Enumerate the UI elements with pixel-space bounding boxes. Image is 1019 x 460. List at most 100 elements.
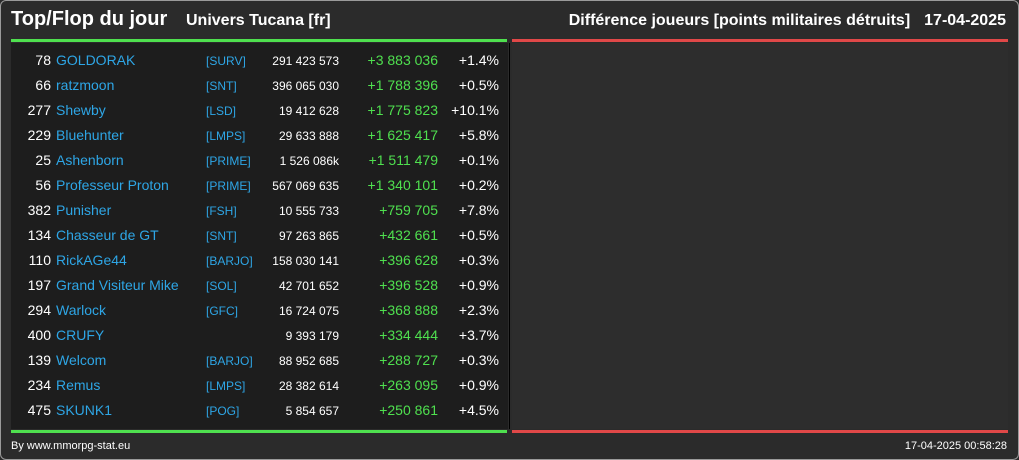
table-row: 234 Remus [LMPS] 28 382 614 +263 095 +0.9% [11, 373, 507, 398]
player-name-link[interactable]: Chasseur de GT [56, 227, 159, 243]
player-name-link[interactable]: Ashenborn [56, 152, 124, 168]
player-points: 16 724 075 [278, 304, 339, 318]
player-alliance-link[interactable]: [SNT] [206, 229, 237, 243]
table-row: 56 Professeur Proton [PRIME] 567 069 635 +1 … [11, 173, 507, 198]
player-name-link[interactable]: Warlock [56, 302, 107, 318]
percent-change: +7.8% [458, 202, 499, 218]
player-name-link[interactable]: Grand Visiteur Mike [56, 277, 179, 293]
player-rank: 139 [27, 352, 51, 368]
flop-separator-top [512, 39, 1008, 42]
player-rank: 56 [35, 177, 51, 193]
percent-change: +1.4% [458, 52, 499, 68]
table-row: 78 GOLDORAK [SURV] 291 423 573 +3 883 036 +1.… [11, 48, 507, 73]
player-name-link[interactable]: CRUFY [56, 327, 105, 343]
player-alliance-link[interactable]: [SOL] [206, 279, 237, 293]
points-difference: +1 340 101 [367, 177, 438, 193]
player-alliance-link[interactable]: [LMPS] [206, 129, 246, 143]
points-difference: +3 883 036 [367, 52, 438, 68]
player-rank: 294 [27, 302, 51, 318]
points-difference: +396 628 [379, 252, 438, 268]
player-points: 9 393 179 [285, 329, 339, 343]
points-difference: +263 095 [379, 377, 438, 393]
player-points: 1 526 086k [279, 154, 339, 168]
player-rank: 197 [27, 277, 51, 293]
points-difference: +432 661 [379, 227, 438, 243]
player-points: 5 854 657 [285, 404, 339, 418]
table-row: 25 Ashenborn [PRIME] 1 526 086k +1 511 479 +0… [11, 148, 507, 173]
points-difference: +396 528 [379, 277, 438, 293]
player-alliance-link[interactable]: [SNT] [206, 79, 237, 93]
points-difference: +759 705 [379, 202, 438, 218]
player-name-link[interactable]: Remus [56, 377, 101, 393]
table-row: 134 Chasseur de GT [SNT] 97 263 865 +432 661… [11, 223, 507, 248]
player-alliance-link[interactable]: [LSD] [206, 104, 237, 118]
player-rank: 400 [27, 327, 51, 343]
table-row: 197 Grand Visiteur Mike [SOL] 42 701 652 +39… [11, 273, 507, 298]
player-points: 19 412 628 [278, 104, 339, 118]
player-alliance-link[interactable]: [POG] [206, 404, 240, 418]
player-alliance-link[interactable]: [BARJO] [206, 254, 253, 268]
player-rank: 382 [27, 202, 51, 218]
player-points: 567 069 635 [272, 179, 339, 193]
player-points: 291 423 573 [272, 54, 339, 68]
player-points: 88 952 685 [278, 354, 339, 368]
player-name-link[interactable]: GOLDORAK [56, 52, 136, 68]
points-difference: +250 861 [379, 402, 438, 418]
player-rank: 234 [27, 377, 51, 393]
page-title: Top/Flop du jour [11, 8, 168, 30]
table-row: 277 Shewby [LSD] 19 412 628 +1 775 823 +10.1% [11, 98, 507, 123]
flop-separator-bottom [512, 430, 1008, 433]
percent-change: +2.3% [458, 302, 499, 318]
player-name-link[interactable]: RickAGe44 [56, 252, 127, 268]
points-difference: +288 727 [379, 352, 438, 368]
player-points: 97 263 865 [278, 229, 339, 243]
player-name-link[interactable]: Punisher [56, 202, 112, 218]
flop-panel [512, 43, 1008, 429]
player-alliance-link[interactable]: [GFC] [206, 304, 238, 318]
percent-change: +0.5% [458, 77, 499, 93]
header-right: Différence joueurs [points militaires dé… [569, 12, 1006, 30]
source-credit: By www.mmorpg-stat.eu [11, 440, 131, 452]
player-name-link[interactable]: Professeur Proton [56, 177, 169, 193]
top-separator-top [11, 39, 507, 42]
percent-change: +0.3% [458, 252, 499, 268]
player-name-link[interactable]: Welcom [56, 352, 107, 368]
player-rank: 134 [27, 227, 51, 243]
player-name-link[interactable]: Shewby [56, 102, 106, 118]
player-alliance-link[interactable]: [FSH] [206, 204, 237, 218]
player-name-link[interactable]: SKUNK1 [56, 402, 113, 418]
percent-change: +5.8% [458, 127, 499, 143]
percent-change: +0.9% [458, 377, 499, 393]
top-separator-bottom [11, 430, 507, 433]
table-row: 66 ratzmoon [SNT] 396 065 030 +1 788 396 +0.5… [11, 73, 507, 98]
player-rank: 66 [35, 77, 51, 93]
percent-change: +0.2% [458, 177, 499, 193]
player-name-link[interactable]: ratzmoon [56, 77, 115, 93]
points-difference: +1 788 396 [367, 77, 438, 93]
top-panel [11, 43, 508, 429]
table-row: 294 Warlock [GFC] 16 724 075 +368 888 +2.3% [11, 298, 507, 323]
player-points: 396 065 030 [272, 79, 339, 93]
percent-change: +0.9% [458, 277, 499, 293]
percent-change: +0.3% [458, 352, 499, 368]
player-points: 29 633 888 [278, 129, 339, 143]
footer-timestamp: 17-04-2025 00:58:28 [904, 440, 1007, 452]
table-row: 110 RickAGe44 [BARJO] 158 030 141 +396 628 +0… [11, 248, 507, 273]
player-rank: 229 [27, 127, 51, 143]
player-alliance-link[interactable]: [SURV] [206, 54, 246, 68]
player-name-link[interactable]: Bluehunter [56, 127, 124, 143]
points-difference: +1 625 417 [367, 127, 438, 143]
percent-change: +0.5% [458, 227, 499, 243]
player-rank: 25 [35, 152, 51, 168]
table-row: 229 Bluehunter [LMPS] 29 633 888 +1 625 417 +… [11, 123, 507, 148]
player-rank: 277 [27, 102, 51, 118]
points-difference: +1 775 823 [367, 102, 438, 118]
points-difference: +1 511 479 [368, 152, 438, 168]
player-alliance-link[interactable]: [BARJO] [206, 354, 253, 368]
table-row: 382 Punisher [FSH] 10 555 733 +759 705 +7.8% [11, 198, 507, 223]
player-alliance-link[interactable]: [PRIME] [206, 154, 251, 168]
points-difference: +368 888 [379, 302, 438, 318]
player-alliance-link[interactable]: [LMPS] [206, 379, 246, 393]
player-alliance-link[interactable]: [PRIME] [206, 179, 251, 193]
table-row: 475 SKUNK1 [POG] 5 854 657 +250 861 +4.5% [11, 398, 507, 423]
